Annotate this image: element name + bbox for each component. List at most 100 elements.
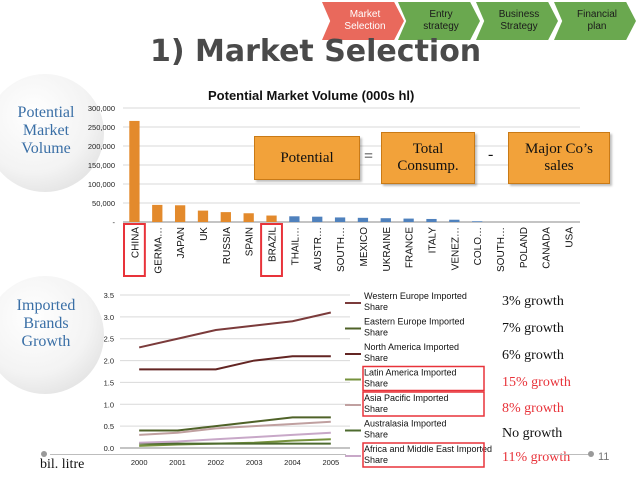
series-line: [138, 311, 332, 349]
y-tick-label: 2.0: [104, 357, 114, 366]
step-market-selection[interactable]: Market Selection: [322, 2, 404, 40]
formula-total-box: Total Consump.: [381, 132, 475, 184]
growth-label: 7% growth: [502, 321, 564, 336]
bar: [289, 216, 300, 222]
category-label: BRAZIL: [268, 227, 279, 262]
step-label: Business: [498, 9, 540, 20]
footer-divider: [548, 454, 590, 455]
y-tick-label: 1.0: [104, 400, 114, 409]
growth-label-highlight: 8% growth: [502, 401, 564, 416]
step-label: plan: [587, 21, 607, 32]
unit-label: bil. litre: [40, 457, 85, 472]
legend-highlight-box: [362, 442, 485, 468]
category-label: VENEZ…: [450, 227, 461, 270]
bar: [266, 215, 277, 222]
footer-dot: [588, 451, 594, 457]
category-label: CANADA: [542, 227, 553, 269]
series-line: [139, 420, 331, 436]
x-tick-label: 2004: [284, 458, 301, 467]
formula-major-box: Major Co’s sales: [508, 132, 610, 184]
category-label: POLAND: [519, 227, 530, 268]
x-tick-label: 2002: [207, 458, 224, 467]
step-entry-strategy[interactable]: Entry strategy: [398, 2, 480, 40]
legend-label: Share: [364, 353, 388, 363]
step-financial-plan[interactable]: Financial plan: [554, 2, 636, 40]
category-label: COLO…: [473, 227, 484, 265]
category-label: RUSSIA: [222, 227, 233, 265]
y-tick-label: 150,000: [88, 161, 115, 170]
legend-label: Share: [364, 455, 388, 465]
bar: [197, 210, 209, 222]
category-label: FRANCE: [405, 227, 416, 268]
category-label: MEXICO: [359, 227, 370, 267]
bubble-line: Brands: [23, 315, 69, 332]
legend-label: Share: [364, 328, 388, 338]
bar: [312, 216, 323, 222]
legend-label: Share: [364, 404, 388, 414]
bar: [129, 120, 140, 222]
y-tick-label: 250,000: [88, 123, 115, 132]
bar: [426, 218, 437, 222]
bubble-line: Volume: [21, 140, 71, 157]
y-tick-label: 0.0: [104, 444, 114, 453]
x-tick-label: 2005: [322, 458, 339, 467]
formula-potential-box: Potential: [254, 136, 360, 180]
growth-label: 3% growth: [502, 294, 564, 309]
series-line: [139, 416, 331, 432]
formula-text: Consump.: [397, 158, 459, 174]
growth-label: No growth: [502, 426, 563, 441]
footer-divider: [50, 454, 346, 455]
legend-label: Western Europe Imported: [364, 291, 467, 301]
category-label: THAIL…: [290, 227, 301, 265]
bar: [334, 217, 346, 222]
legend-label: Share: [364, 379, 388, 389]
y-tick-label: 100,000: [88, 180, 115, 189]
y-tick-label: 300,000: [88, 104, 115, 113]
slide-title: 1) Market Selection: [150, 34, 482, 69]
bar-chart-title: Potential Market Volume (000s hl): [208, 88, 415, 103]
legend-label: Share: [364, 430, 388, 440]
bar: [380, 218, 391, 222]
category-label: SOUTH…: [496, 227, 507, 272]
step-business-strategy[interactable]: Business Strategy: [476, 2, 558, 40]
growth-label-highlight: 11% growth: [502, 450, 571, 465]
category-label: ITALY: [427, 227, 438, 254]
footer-dot: [41, 451, 47, 457]
bubble-line: Growth: [21, 333, 71, 350]
category-label: SOUTH…: [336, 227, 347, 272]
bar: [174, 205, 186, 222]
bar: [449, 219, 460, 222]
category-label: USA: [565, 227, 576, 248]
y-tick-label: 2.5: [104, 335, 114, 344]
category-label: GERMA…: [153, 227, 164, 274]
category-label: JAPAN: [176, 227, 187, 259]
y-tick-label: 200,000: [88, 142, 115, 151]
step-label: Market: [349, 9, 381, 20]
legend-label: North America Imported: [364, 342, 459, 352]
bubble-line: Potential: [17, 104, 75, 121]
formula-equals: =: [364, 148, 374, 165]
potential-bubble-label: Potential Market Volume: [0, 104, 92, 158]
y-tick-label: 3.5: [104, 291, 114, 300]
process-steps: Market Selection Entry strategy Business St…: [322, 2, 638, 42]
step-label: Entry: [429, 9, 453, 20]
legend-label: Eastern Europe Imported: [364, 317, 465, 327]
formula-minus: -: [488, 146, 494, 163]
y-tick-label: 50,000: [92, 199, 115, 208]
potential-bubble: [0, 74, 104, 192]
legend-label: Australasia Imported: [364, 419, 447, 429]
bubble-line: Imported: [16, 297, 76, 314]
category-label: CHINA: [130, 227, 141, 258]
growth-label: 6% growth: [502, 348, 564, 363]
bubble-line: Market: [22, 122, 70, 139]
step-label: Financial: [576, 9, 618, 20]
imported-bubble-label: Imported Brands Growth: [0, 297, 92, 351]
bar: [357, 217, 369, 222]
category-highlight-box: [260, 223, 283, 277]
growth-label-highlight: 15% growth: [502, 375, 571, 390]
legend-label: Share: [364, 302, 388, 312]
step-label: Strategy: [500, 21, 538, 32]
category-label: UKRAINE: [382, 227, 393, 272]
y-tick-label: 0.5: [104, 422, 114, 431]
